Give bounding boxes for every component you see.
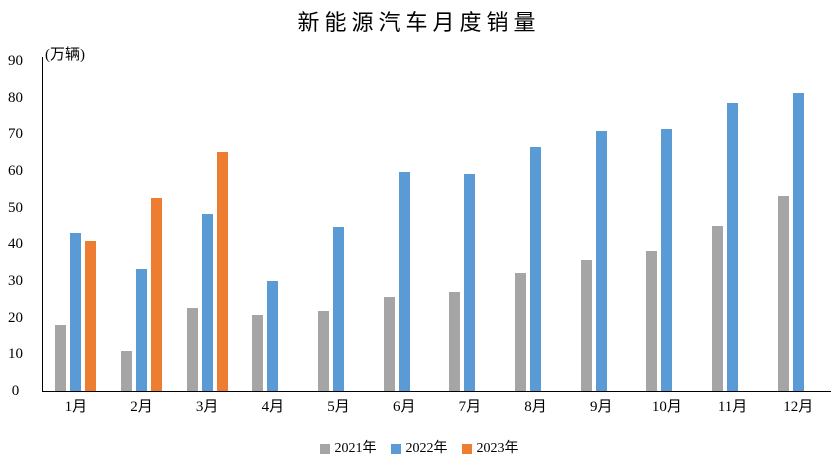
bar-series-3-month-1: [85, 241, 97, 391]
y-tick-label-40: 40: [8, 236, 23, 253]
y-tick-label-60: 60: [8, 163, 23, 179]
x-tick-label-month-6: 6月: [392, 399, 416, 415]
bar-group-month-10: [634, 61, 700, 391]
plot-area: [43, 61, 831, 391]
bar-series-2-month-6: [398, 172, 410, 391]
y-tick-label-90: 90: [8, 53, 23, 69]
bar-series-1-month-5: [318, 311, 330, 391]
y-axis-line: [42, 57, 43, 392]
bar-series-1-month-10: [646, 251, 658, 391]
bar-series-2-month-2: [136, 269, 147, 391]
x-tick-label-month-8: 8月: [524, 399, 547, 415]
bar-group-month-11: [700, 61, 766, 391]
bar-series-2-month-8: [530, 147, 542, 391]
x-axis-line: [42, 391, 831, 392]
legend-label: 2022年: [405, 441, 448, 456]
y-tick-label-10: 10: [8, 346, 23, 363]
bar-series-1-month-11: [712, 226, 724, 391]
bar-series-2-month-10: [661, 129, 673, 391]
bar-group-month-6: [371, 61, 437, 391]
bar-group-month-9: [568, 61, 634, 391]
chart-title: 新能源汽车月度销量: [297, 10, 541, 35]
bar-group-month-2: [109, 61, 175, 391]
bar-series-2-month-11: [727, 103, 739, 391]
bar-group-month-1: [43, 61, 109, 391]
bar-series-1-month-12: [777, 196, 789, 391]
x-tick-label-month-12: 12月: [783, 399, 814, 415]
bar-series-2-month-1: [70, 233, 82, 391]
bar-group-month-4: [240, 61, 306, 391]
x-tick-label-month-5: 5月: [327, 399, 350, 415]
x-tick-label-month-4: 4月: [261, 399, 285, 415]
bar-series-2-month-5: [333, 227, 345, 391]
legend-item-2: 2022年: [390, 440, 448, 458]
x-tick-label-month-7: 7月: [458, 399, 482, 415]
bar-series-1-month-2: [121, 351, 132, 391]
bar-group-month-8: [503, 61, 569, 391]
bar-series-1-month-4: [252, 315, 264, 391]
legend-swatch-icon: [461, 444, 472, 454]
y-tick-label-70: 70: [8, 126, 23, 143]
bar-series-2-month-9: [595, 131, 607, 391]
bar-series-1-month-3: [186, 308, 198, 391]
bar-series-2-month-3: [201, 214, 213, 391]
bar-group-month-5: [306, 61, 372, 391]
legend-label: 2023年: [476, 441, 519, 456]
bar-series-2-month-12: [792, 93, 804, 391]
x-tick-label-month-2: 2月: [130, 399, 153, 415]
x-axis-labels: 1月 2月 3月 4月 5月 6月 7月 8月 9月 10月 11月 12月: [43, 397, 831, 417]
bar-series-1-month-8: [515, 273, 527, 391]
legend-item-3: 2023年: [461, 440, 519, 458]
y-tick-label-80: 80: [8, 89, 23, 106]
bar-series-3-month-3: [216, 152, 228, 391]
x-tick-label-month-3: 3月: [195, 399, 219, 415]
legend-item-1: 2021年: [319, 440, 377, 458]
x-tick-label-month-1: 1月: [64, 399, 88, 415]
y-axis-unit-label: (万辆): [45, 47, 85, 63]
bar-series-2-month-7: [464, 174, 476, 391]
legend: 2021年 2022年 2023年: [0, 440, 838, 458]
legend-swatch-icon: [390, 444, 401, 454]
x-tick-label-month-9: 9月: [589, 399, 613, 415]
bar-series-1-month-7: [449, 292, 461, 391]
y-tick-label-50: 50: [8, 199, 23, 216]
legend-swatch-icon: [319, 444, 330, 454]
bar-group-month-3: [174, 61, 240, 391]
bar-series-1-month-1: [55, 325, 67, 391]
bar-series-3-month-2: [151, 198, 162, 391]
x-tick-label-month-11: 11月: [717, 399, 748, 415]
bar-group-month-7: [437, 61, 503, 391]
y-tick-label-20: 20: [8, 309, 23, 326]
y-tick-label-0: 0: [11, 383, 20, 399]
bar-series-2-month-4: [267, 281, 279, 391]
x-tick-label-month-10: 10月: [651, 399, 682, 415]
y-axis-ticks: 0 10 20 30 40 50 60 70 80 90: [0, 0, 31, 468]
bar-group-month-12: [765, 61, 831, 391]
bar-series-1-month-9: [580, 260, 592, 391]
bar-series-1-month-6: [383, 297, 395, 391]
y-tick-label-30: 30: [8, 273, 23, 289]
legend-label: 2021年: [334, 441, 377, 456]
